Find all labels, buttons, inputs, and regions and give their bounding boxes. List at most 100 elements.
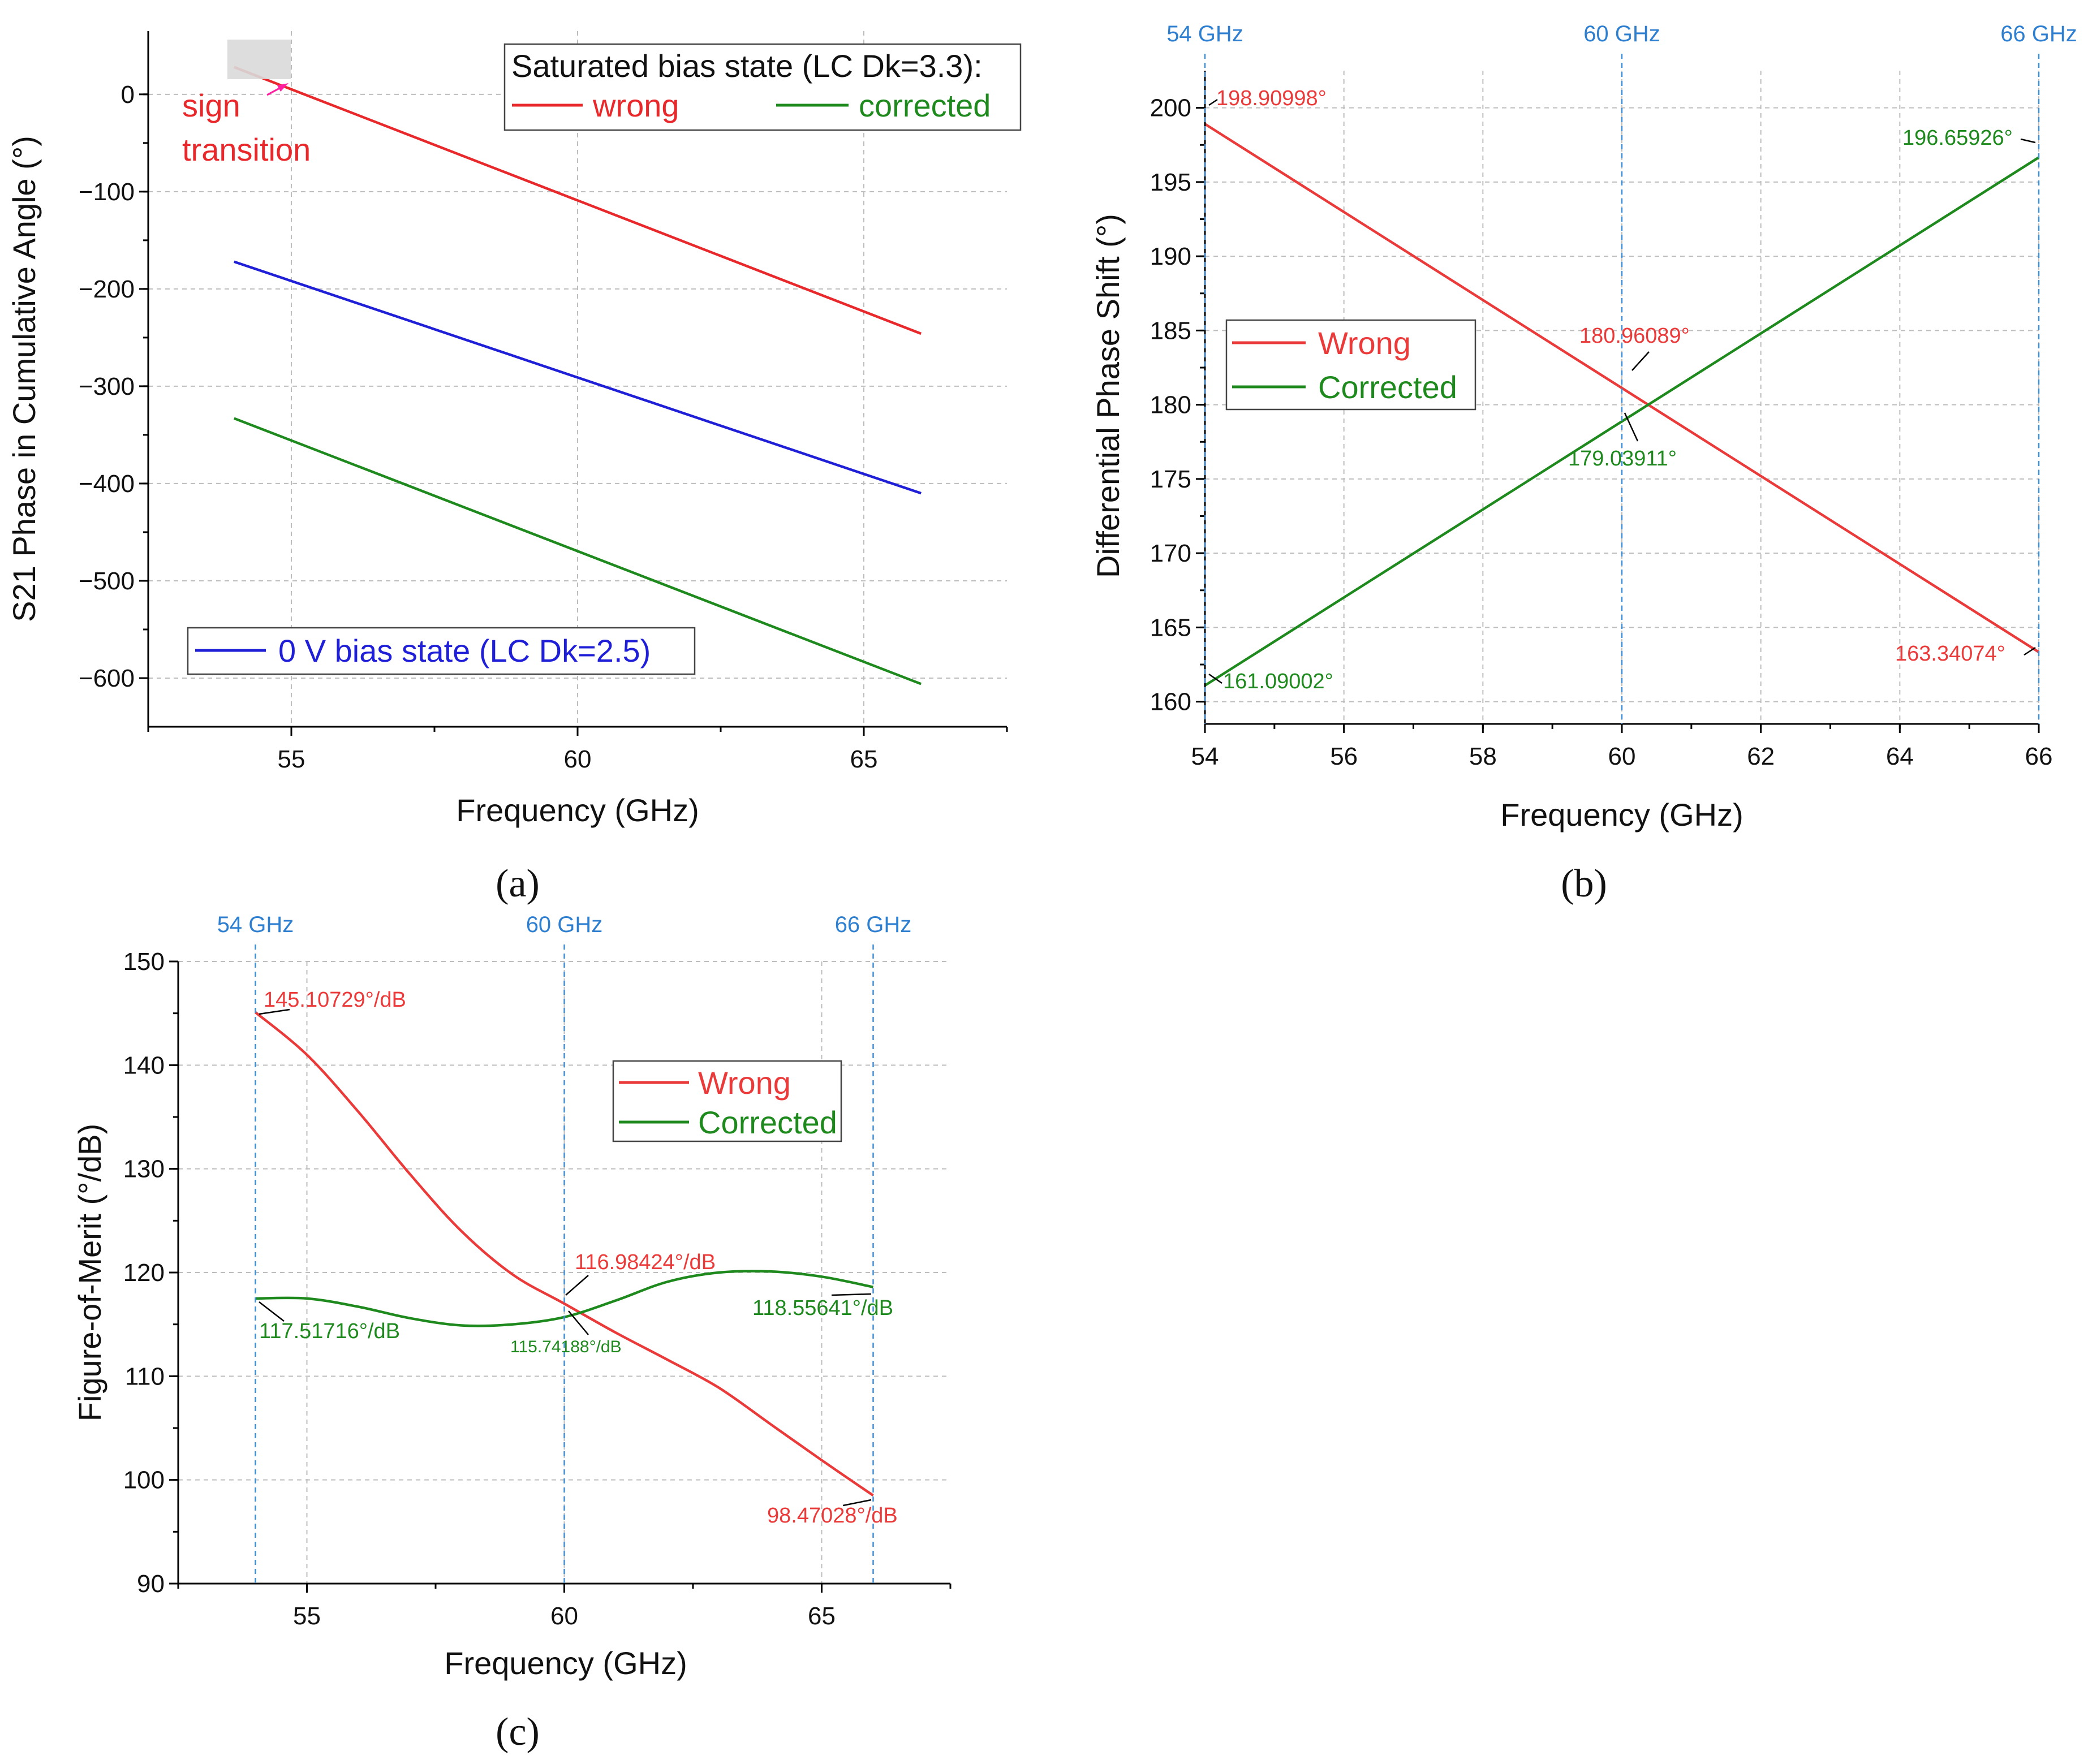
c-annotation-117: 117.51716°/dB — [259, 1319, 400, 1343]
a-sign-transition-arrowhead — [277, 83, 289, 92]
a-panel-label: (a) — [496, 862, 540, 905]
a-annotation-transition: transition — [182, 132, 311, 167]
b-y-tick-label: 175 — [1150, 465, 1191, 493]
a-legend-0v-label: 0 V bias state (LC Dk=2.5) — [278, 633, 651, 668]
c-legend — [612, 1060, 842, 1142]
c-y-tick-label: 140 — [123, 1051, 165, 1079]
c-annotation-115: 115.74188°/dB — [510, 1338, 622, 1356]
a-sign-transition-highlight — [227, 40, 291, 79]
b-ref-label: 66 GHz — [2000, 21, 2077, 46]
a-series-corrected — [233, 417, 922, 685]
c-ref-label: 66 GHz — [835, 912, 912, 937]
c-panel-label: (c) — [496, 1710, 540, 1754]
c-annotation-145: 145.10729°/dB — [264, 988, 406, 1012]
b-annotation-198: 198.90998° — [1216, 87, 1327, 110]
b-legend — [1225, 319, 1476, 411]
c-annotation-118: 118.55641°/dB — [752, 1296, 893, 1320]
c-y-tick-label: 110 — [125, 1362, 165, 1390]
b-y-tick-label: 165 — [1150, 614, 1191, 641]
b-x-tick-label: 62 — [1747, 743, 1775, 770]
c-arrow-118 — [831, 1293, 872, 1296]
b-arrow-198 — [1208, 98, 1218, 106]
b-series-corrected — [1204, 156, 2040, 687]
b-arrow-196 — [2020, 138, 2036, 144]
b-legend-wrong-label: Wrong — [1318, 325, 1411, 361]
b-y-tick-label: 190 — [1150, 243, 1191, 270]
a-x-axis-title: Frequency (GHz) — [456, 792, 699, 828]
c-y-tick-label: 90 — [137, 1570, 165, 1598]
c-y-tick-label: 130 — [123, 1155, 165, 1183]
c-annotation-98: 98.47028°/dB — [767, 1504, 898, 1528]
a-x-tick-label: 55 — [278, 745, 305, 773]
panel-b-chart: 160 165 170 175 180 185 190 195 200 54 56 58 60 62 64 6… — [1090, 21, 2077, 905]
b-panel-label: (b) — [1561, 862, 1607, 905]
panel-a-chart: 0 −100 −200 −300 −400 −500 −600 55 60 65 sign tra… — [6, 31, 1022, 905]
c-x-tick-label: 65 — [808, 1602, 836, 1630]
a-legend-top — [503, 43, 1022, 131]
b-x-tick-label: 58 — [1469, 743, 1497, 770]
c-arrow-117 — [259, 1301, 285, 1322]
panel-c-chart: 90 100 110 120 130 140 150 55 60 65 54 GHz 60 GHz 6… — [72, 912, 952, 1754]
c-series-wrong — [255, 1011, 874, 1497]
c-x-tick-label: 55 — [293, 1602, 321, 1630]
b-ref-label: 54 GHz — [1166, 21, 1243, 46]
c-x-tick-label: 60 — [550, 1602, 578, 1630]
a-series-0-v-bias-state-lc-dk-2-5 — [234, 260, 922, 495]
b-y-tick-label: 170 — [1150, 540, 1191, 567]
c-y-tick-label: 120 — [123, 1259, 165, 1287]
b-annotation-161: 161.09002° — [1223, 670, 1333, 693]
b-arrow-161 — [1208, 673, 1222, 684]
b-x-tick-label: 56 — [1330, 743, 1358, 770]
a-y-tick-label: −600 — [79, 665, 135, 692]
c-legend-corrected-label: Corrected — [698, 1105, 837, 1140]
b-legend-corrected-label: Corrected — [1318, 369, 1457, 405]
b-y-tick-label: 160 — [1150, 688, 1191, 716]
b-y-tick-label: 200 — [1150, 94, 1191, 122]
a-y-tick-label: −200 — [79, 275, 135, 303]
c-legend-wrong-label: Wrong — [698, 1065, 791, 1101]
a-y-tick-label: −400 — [79, 470, 135, 498]
b-arrow-180-96 — [1631, 351, 1650, 371]
b-x-tick-label: 60 — [1608, 743, 1636, 770]
c-arrow-115 — [568, 1310, 589, 1335]
a-y-tick-label: −300 — [79, 373, 135, 400]
a-annotation-sign: sign — [182, 88, 240, 123]
b-x-axis-title: Frequency (GHz) — [1500, 797, 1743, 833]
b-x-tick-label: 66 — [2025, 743, 2053, 770]
c-y-axis-title: Figure-of-Merit (°/dB) — [72, 1124, 107, 1421]
c-ref-label: 54 GHz — [217, 912, 294, 937]
b-annotation-179-04: 179.03911° — [1568, 447, 1677, 471]
a-legend-corrected-label: corrected — [859, 88, 991, 123]
b-y-axis-title: Differential Phase Shift (°) — [1090, 214, 1126, 578]
b-x-tick-label: 54 — [1191, 743, 1219, 770]
c-y-tick-label: 150 — [123, 948, 165, 976]
a-y-tick-label: −500 — [79, 567, 135, 595]
c-arrow-98 — [842, 1499, 872, 1507]
b-y-tick-label: 195 — [1150, 169, 1191, 196]
c-y-tick-label: 100 — [123, 1467, 165, 1494]
b-x-tick-label: 64 — [1886, 743, 1914, 770]
c-arrow-145 — [259, 1008, 290, 1015]
c-annotation-116: 116.98424°/dB — [575, 1250, 716, 1274]
a-legend-bottom — [187, 627, 696, 675]
a-legend-wrong-label: wrong — [592, 88, 679, 123]
b-annotation-196: 196.65926° — [1902, 126, 2013, 150]
b-annotation-163: 163.34074° — [1895, 642, 2005, 666]
a-legend-title: Saturated bias state (LC Dk=3.3): — [511, 48, 983, 84]
b-y-tick-label: 180 — [1150, 391, 1191, 419]
a-x-tick-label: 60 — [564, 745, 592, 773]
a-x-tick-label: 65 — [850, 745, 878, 773]
a-series-wrong — [233, 66, 922, 335]
c-x-axis-title: Frequency (GHz) — [444, 1645, 687, 1681]
c-ref-label: 60 GHz — [526, 912, 603, 937]
a-y-tick-label: 0 — [121, 81, 135, 109]
b-arrow-179-04 — [1624, 412, 1639, 442]
b-arrow-163 — [2024, 646, 2036, 656]
b-series-wrong — [1204, 123, 2040, 653]
a-y-axis-title: S21 Phase in Cumulative Angle (°) — [6, 136, 42, 622]
c-arrow-116 — [565, 1275, 589, 1296]
b-ref-label: 60 GHz — [1583, 21, 1660, 46]
b-y-tick-label: 185 — [1150, 317, 1191, 344]
a-y-tick-label: −100 — [79, 178, 135, 206]
